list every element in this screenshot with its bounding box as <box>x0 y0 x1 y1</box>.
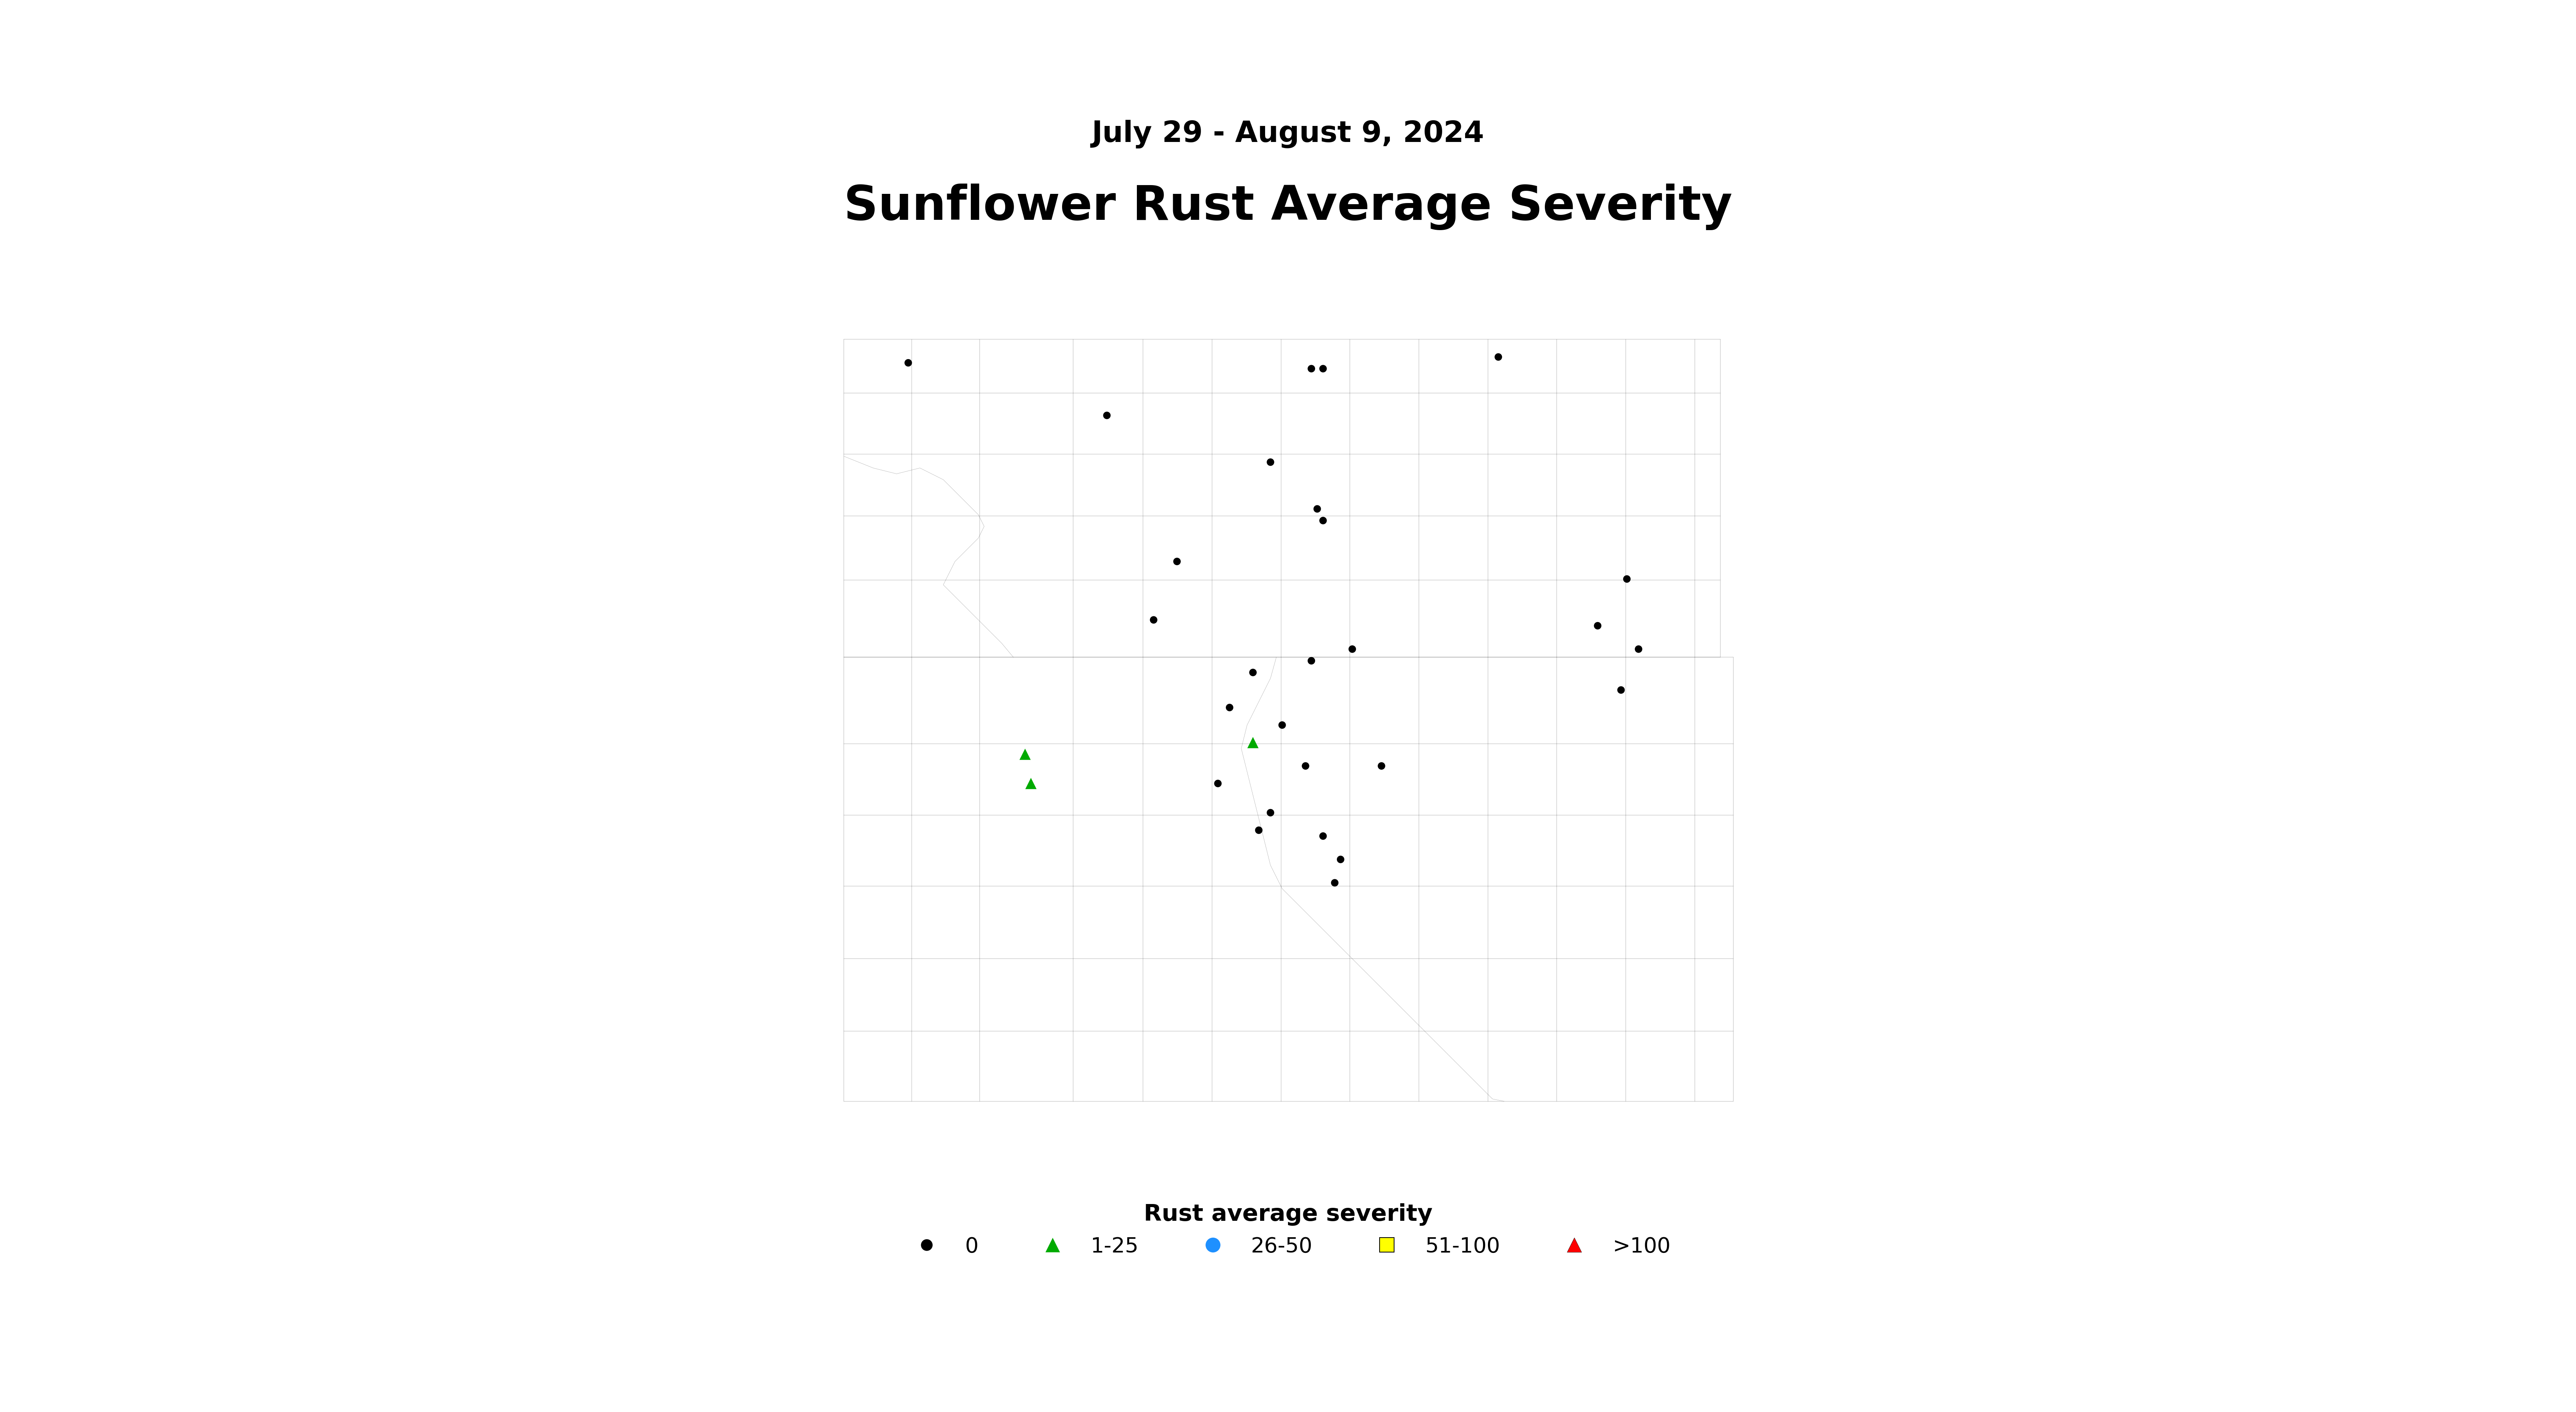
Point <box>1303 357 1345 380</box>
Point <box>1249 802 1291 825</box>
Point <box>1296 497 1337 520</box>
Point <box>1479 346 1520 369</box>
Point <box>1303 510 1345 532</box>
Point <box>1198 772 1239 795</box>
Point <box>1332 638 1373 661</box>
Point <box>889 352 930 374</box>
Point <box>1285 754 1327 777</box>
Point <box>1231 661 1273 683</box>
Point <box>1010 772 1051 795</box>
Point <box>1577 614 1618 637</box>
Point <box>1360 754 1401 777</box>
Point <box>1133 609 1175 631</box>
Legend: 0, 1-25, 26-50, 51-100, >100: 0, 1-25, 26-50, 51-100, >100 <box>904 1203 1672 1257</box>
Point <box>1087 404 1128 426</box>
Point <box>1239 819 1280 842</box>
Point <box>1303 825 1345 847</box>
Title: Sunflower Rust Average Severity: Sunflower Rust Average Severity <box>845 184 1731 230</box>
Point <box>1618 638 1659 661</box>
Point <box>1291 650 1332 672</box>
Point <box>1262 713 1303 736</box>
Point <box>1319 849 1360 871</box>
Point <box>1231 731 1273 754</box>
Point <box>1005 743 1046 765</box>
Point <box>1208 696 1249 719</box>
Point <box>1314 871 1355 894</box>
Point <box>1607 568 1649 590</box>
Point <box>1249 450 1291 473</box>
Text: July 29 - August 9, 2024: July 29 - August 9, 2024 <box>1092 120 1484 148</box>
Point <box>1600 679 1641 702</box>
Point <box>1157 551 1198 573</box>
Point <box>1291 357 1332 380</box>
